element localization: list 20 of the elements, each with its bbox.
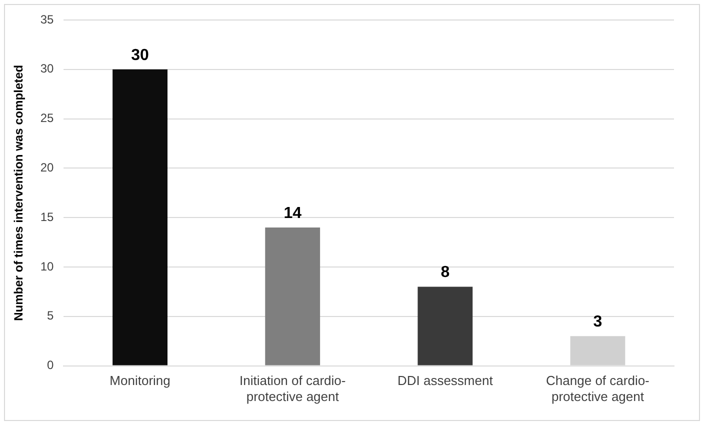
x-tick-label: Monitoring <box>110 373 170 388</box>
x-tick-label: Initiation of cardio-protective agent <box>239 373 346 404</box>
y-axis-title: Number of times intervention was completed <box>12 64 26 321</box>
y-tick-label: 5 <box>47 308 54 323</box>
y-tick-label: 15 <box>40 210 54 224</box>
y-tick-label: 10 <box>40 259 54 274</box>
bar <box>418 286 473 366</box>
y-tick-label: 30 <box>40 62 54 76</box>
y-tick-label: 0 <box>47 358 54 372</box>
data-label: 8 <box>440 264 450 282</box>
x-tick-label: Change of cardio-protective agent <box>546 373 650 404</box>
bar <box>112 69 168 366</box>
bar <box>265 227 320 366</box>
y-tick-label: 20 <box>40 160 54 175</box>
data-label: 14 <box>284 204 302 222</box>
x-tick-label: DDI assessment <box>397 373 494 388</box>
data-label: 3 <box>593 314 602 331</box>
y-tick-label: 35 <box>40 12 54 26</box>
y-tick-label: 25 <box>40 111 54 126</box>
data-label: 30 <box>131 46 150 64</box>
